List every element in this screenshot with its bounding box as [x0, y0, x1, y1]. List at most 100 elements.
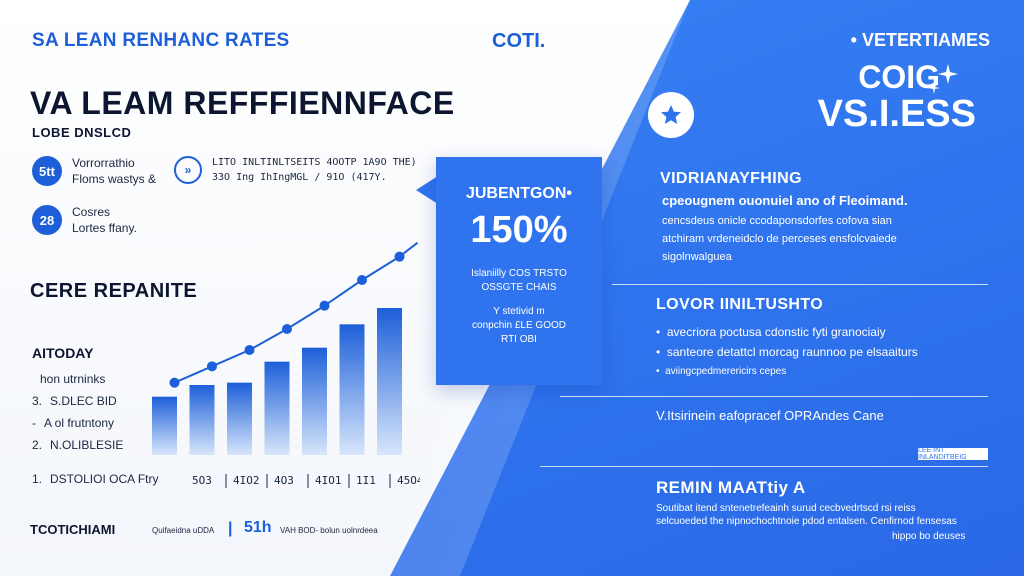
hero-line-1: COIG [858, 59, 940, 95]
trend-point [244, 345, 255, 355]
x-tick-label: 1I1 [356, 474, 376, 487]
list-item-text: N.OLIBLESIE [50, 438, 124, 452]
callout-value: 150% [470, 209, 568, 251]
info-pill: LEE INT INLANDITBEIG [918, 447, 988, 461]
list-item-text: DSTOLIOI OCA Ftry [50, 472, 159, 486]
stat-arrow-line: 33O Ing IhIngMGL / 91O (417Y. [212, 172, 387, 183]
header-right-label: • VETERTIAMES [850, 30, 990, 50]
list-item: hon utrninks [32, 372, 158, 394]
right-section-title: LOVOR IINILTUSHTO [656, 296, 824, 313]
footer-brand: TCOTICHIAMI [30, 522, 116, 537]
stat-line: Cosres [72, 205, 111, 219]
list-item-num: - [32, 416, 36, 430]
sparkle-icon [928, 64, 958, 94]
growth-chart: 5O3 4IO2 4O3 4IO1 1I1 45O4 [152, 241, 420, 488]
callout-title: JUBENTGON• [465, 185, 573, 202]
trend-point [357, 275, 367, 285]
chart-bar [302, 347, 327, 455]
hero-block: COIG VS.I.ESS [818, 60, 976, 134]
trend-point [207, 361, 217, 372]
list-heading: AITODAY [32, 345, 94, 361]
list-item-num: 2. [32, 438, 43, 452]
x-tick-label: 4IO2 [233, 474, 260, 487]
header-left-title: SA LEAN RENHANC RATES [32, 30, 290, 51]
right-bullet-text: avecriora poctusa cdonstic fyti granocia… [666, 325, 886, 339]
callout-line: Islaniilly COS TRSTO [471, 268, 567, 279]
callout-line: RTI OBI [501, 334, 537, 345]
trend-point [319, 300, 330, 311]
stat-line: Floms wastys & [72, 172, 157, 186]
trend-point [394, 251, 405, 262]
list-item: 1. DSTOLIOI OCA Ftry [32, 472, 158, 494]
callout-line: OSSGTE CHAIS [481, 282, 557, 293]
callout-line: conpchin £LE GOOD [472, 320, 566, 331]
right-bullet: • avecriora poctusa cdonstic fyti granoc… [656, 325, 886, 339]
chart-bar [264, 361, 290, 455]
divider [560, 396, 988, 397]
chart-bar [339, 324, 365, 455]
right-bullet-text: santeore detattcl morcag raunnoo pe elsa… [666, 345, 918, 359]
right-info-line: V.Itsirinein eafopracef OPRAndes Cane [656, 408, 884, 423]
stat-text: Cosres Lortes ffany. [72, 204, 137, 236]
double-chevron-icon: » [174, 156, 202, 184]
right-section-body: cencsdeus onicle ccodaponsdorfes cofova … [662, 215, 892, 227]
right-section-body: Soutibat itend sntenetrefeainh surud cec… [656, 503, 916, 514]
callout-pointer [416, 176, 438, 204]
hero-line-2: VS.I.ESS [817, 93, 976, 135]
stat-row-2: 28 Cosres Lortes ffany. [32, 204, 137, 236]
callout-card: JUBENTGON• 150% Islaniilly COS TRSTO OSS… [436, 157, 602, 385]
x-tick-label: 4IO1 [315, 474, 342, 487]
trend-point [282, 324, 292, 334]
list-item-text: S.DLEC BID [50, 394, 117, 408]
trend-point [169, 377, 180, 388]
right-bullet-list: • avecriora poctusa cdonstic fyti granoc… [656, 322, 918, 382]
x-tick-label: 45O4 [397, 474, 420, 487]
callout-line: Y stetivid m [493, 306, 545, 317]
stat-line: Vorrorrathio [72, 156, 135, 170]
header-center-logo: COTI. [492, 30, 546, 52]
stat-row-1: 5tt Vorrorrathio Floms wastys & [32, 155, 156, 187]
stat-arrow-text: LITO INLTINLTSEITS 4OOTP 1A9O THE) 33O I… [212, 155, 417, 185]
divider [540, 466, 988, 467]
stat-arrow-line: LITO INLTINLTSEITS 4OOTP 1A9O THE) [212, 157, 417, 168]
list-item: - A ol frutntony [32, 416, 158, 438]
right-bullet: • aviingcpedmerericirs cepes [656, 366, 787, 377]
chart-bar [189, 385, 215, 455]
footer-number: 51h [244, 519, 272, 536]
right-section-body: sigolnwalguea [662, 251, 732, 263]
main-title: VA LEAM REFFFIENNFACE [30, 85, 455, 121]
x-tick-label: 4O3 [274, 474, 294, 487]
list-item-text: hon utrninks [40, 372, 106, 386]
section-heading: CERE REPANITE [30, 280, 198, 302]
footer-caption: VAH BOD- bolun uolnrdeea [280, 526, 378, 535]
divider [612, 284, 988, 285]
right-section-body: hippo bo deuses [892, 531, 966, 542]
right-section-title: REMIN MAATtiy A [656, 478, 806, 497]
list-item: 2. N.OLIBLESIE [32, 438, 158, 472]
list-item-num: 3. [32, 394, 43, 408]
x-tick-label: 5O3 [192, 474, 212, 487]
list-item-num: 1. [32, 472, 43, 486]
stat-badge: 5tt [32, 156, 62, 186]
right-bullet-text: aviingcpedmerericirs cepes [665, 366, 787, 377]
footer-divider: | [228, 520, 233, 537]
star-icon [661, 105, 681, 124]
list-item: 3. S.DLEC BID [32, 394, 158, 416]
stat-line: Lortes ffany. [72, 221, 137, 235]
star-badge [648, 92, 694, 138]
footer-caption: Quifaeidna uDDA [152, 526, 215, 535]
stat-text: Vorrorrathio Floms wastys & [72, 155, 156, 187]
stat-arrow-row: » LITO INLTINLTSEITS 4OOTP 1A9O THE) 33O… [174, 155, 417, 185]
right-section-title: VIDRIANAYFHING [660, 170, 802, 187]
right-section-lead: cpeougnem ouonuiel ano of Fleoimand. [662, 193, 908, 208]
stat-badge: 28 [32, 205, 62, 235]
chart-bar [152, 396, 177, 455]
right-bullet: • santeore detattcl morcag raunnoo pe el… [656, 345, 918, 359]
list-item-text: A ol frutntony [44, 416, 115, 430]
chart-bar [377, 308, 402, 455]
subtitle: LOBE DNSLCD [32, 125, 132, 140]
right-section-body: selcuoeded the nipnochochtnoie pdod enta… [656, 516, 957, 527]
right-section-body: atchiram vrdeneidclo de perceses ensfolc… [662, 233, 897, 245]
chart-bar [227, 382, 252, 455]
item-list: hon utrninks 3. S.DLEC BID - A ol frutnt… [32, 372, 158, 494]
